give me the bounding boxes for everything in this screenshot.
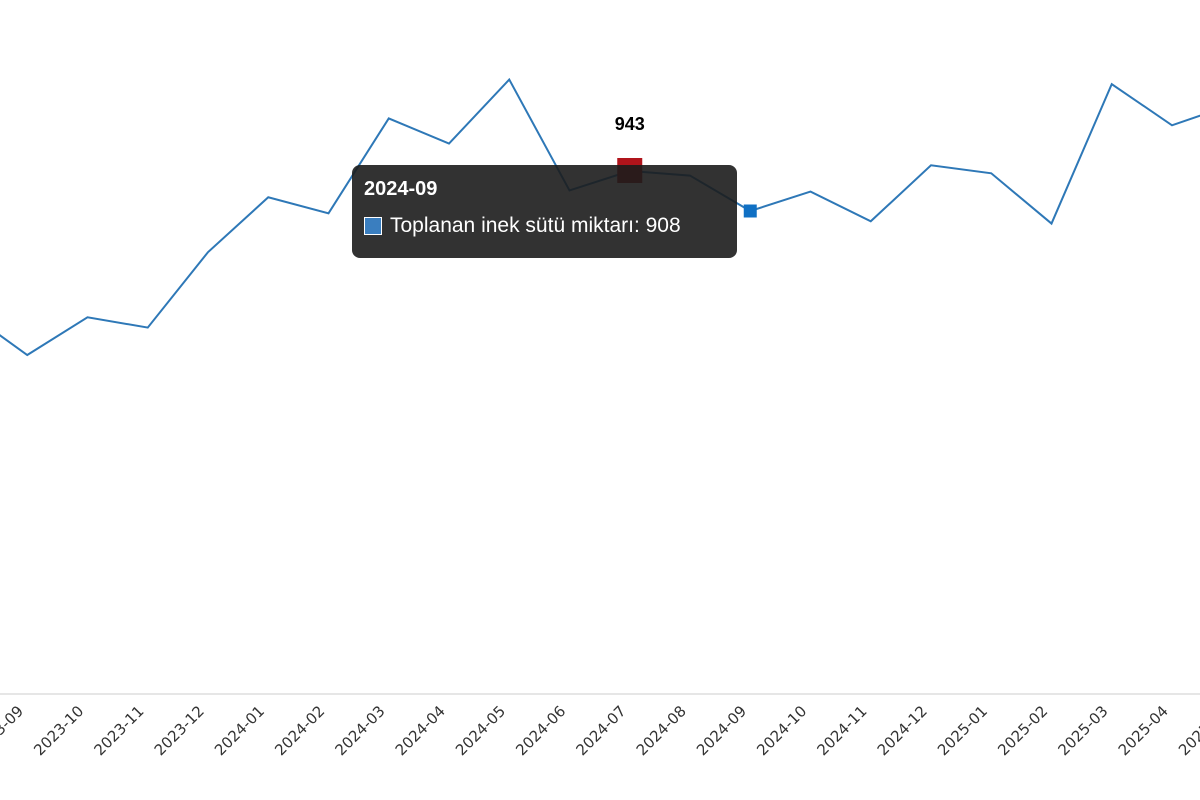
tooltip: 2024-09 Toplanan inek sütü miktarı: 908	[352, 165, 737, 258]
x-tick-label: 2025-02	[994, 702, 1051, 759]
x-tick-label: 2025-05	[1175, 702, 1200, 759]
x-tick-label: 2024-03	[332, 702, 389, 759]
x-tick-label: 2023-12	[151, 702, 208, 759]
x-tick-label: 2024-08	[633, 702, 690, 759]
x-tick-label: 2025-03	[1055, 702, 1112, 759]
x-tick-label: 2024-12	[874, 702, 931, 759]
x-tick-label: 2024-01	[211, 702, 268, 759]
x-tick-label: 2024-04	[392, 702, 449, 759]
highlighted-data-point[interactable]	[743, 204, 757, 218]
x-tick-label: 2023-09	[0, 702, 27, 759]
x-tick-label: 2024-02	[271, 702, 328, 759]
x-tick-label: 2024-11	[814, 702, 871, 759]
tooltip-text: Toplanan inek sütü miktarı: 908	[390, 214, 681, 237]
tooltip-row: Toplanan inek sütü miktarı: 908	[364, 214, 725, 238]
x-tick-label: 2024-06	[512, 702, 569, 759]
legend-swatch-icon	[364, 217, 382, 235]
x-tick-label: 2023-10	[30, 702, 87, 759]
x-tick-label: 2025-04	[1115, 702, 1172, 759]
x-tick-label: 2025-01	[934, 702, 991, 759]
tooltip-title: 2024-09	[364, 178, 438, 200]
x-tick-label: 2024-07	[573, 702, 630, 759]
annotation-label: 943	[615, 114, 645, 134]
x-tick-label: 2024-05	[452, 702, 509, 759]
x-tick-label: 2024-09	[693, 702, 750, 759]
x-tick-label: 2024-10	[753, 702, 810, 759]
x-tick-label: 2023-11	[91, 702, 148, 759]
